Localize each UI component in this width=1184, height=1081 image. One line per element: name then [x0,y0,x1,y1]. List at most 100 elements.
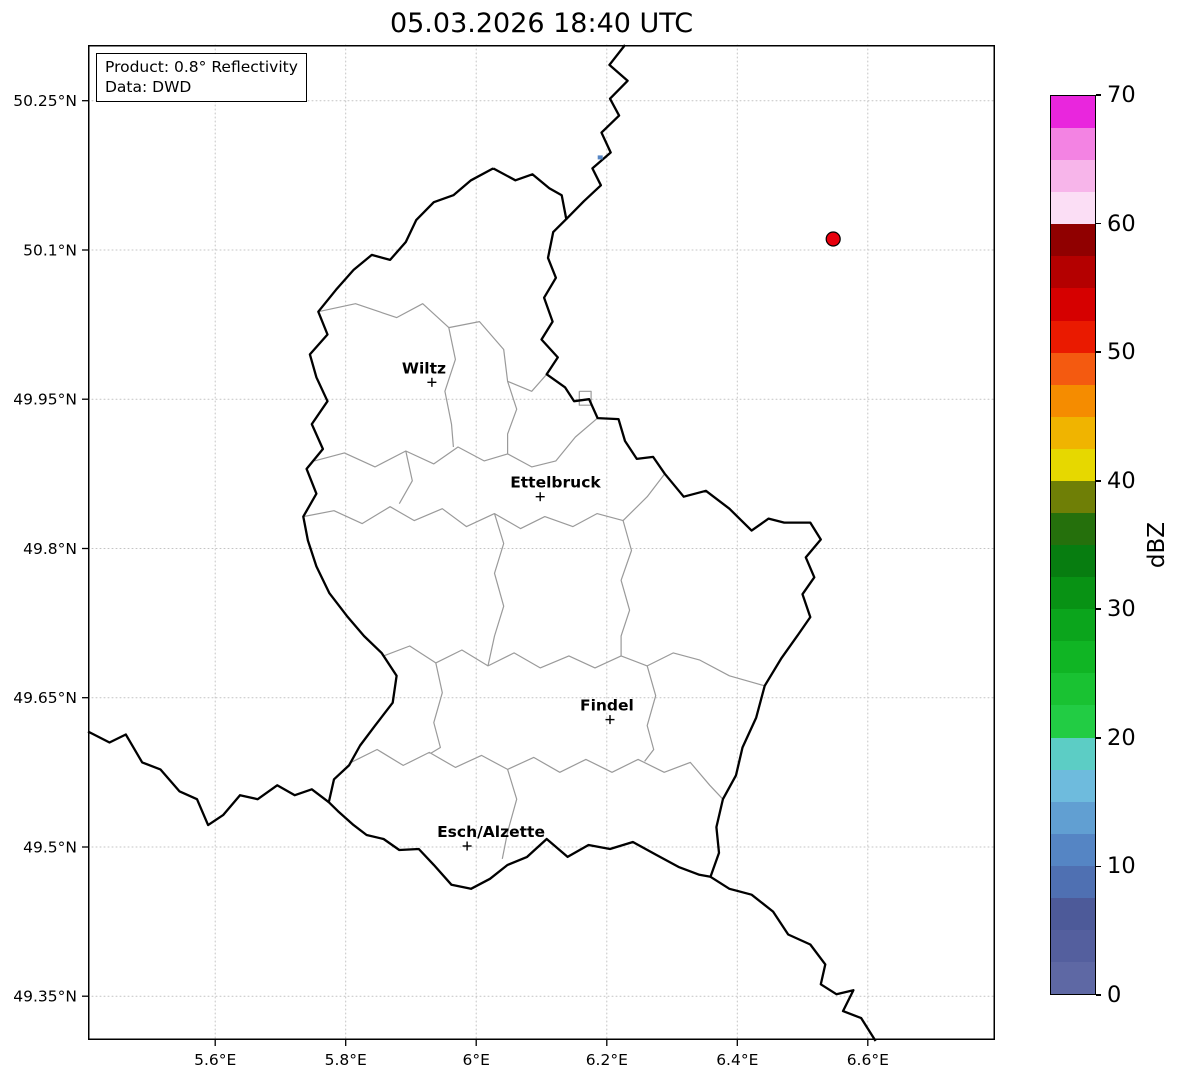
district-border-path [487,513,505,667]
colorbar-segment [1051,320,1095,353]
grid-lines [87,44,996,1041]
district-border-path [303,473,666,530]
city-label: Esch/Alzette [437,823,545,841]
lat-tick-label: 49.8°N [23,540,77,558]
radar-site [825,231,841,247]
lon-tick-label: 6.2°E [586,1051,628,1069]
colorbar-segment [1051,224,1095,257]
district-border-path [444,327,456,448]
colorbar-segment [1051,930,1095,963]
colorbar-segment [1051,288,1095,321]
district-borders [303,303,765,860]
colorbar-segment [1051,416,1095,449]
colorbar-segment [1051,769,1095,802]
colorbar-tick [1096,351,1101,353]
colorbar-tick-label: 50 [1107,339,1136,366]
lon-tick-label: 5.6°E [194,1051,236,1069]
product-info-box: Product: 0.8° Reflectivity Data: DWD [96,53,307,103]
country-borders [87,44,877,1042]
colorbar-segment [1051,641,1095,674]
district-border-path [501,769,518,860]
district-border-path [644,665,657,762]
city-marker: Ettelbruck [510,474,601,502]
map-plot: 5.6°E 5.8°E 6°E 6.2°E 6.4°E 6.6°E 50.25°N 50.1°… [13,44,996,1069]
colorbar-unit-label: dBZ [1144,521,1170,569]
colorbar-tick-label: 0 [1107,982,1122,1008]
colorbar-segment [1051,737,1095,770]
lat-tick-label: 50.25°N [13,92,77,110]
city-markers: Wiltz Ettelbruck Findel Esch/Alzette [402,359,634,851]
colorbar-segment [1051,128,1095,161]
colorbar-segment [1051,384,1095,417]
country-border-path [302,167,822,890]
colorbar-segment [1051,160,1095,193]
lat-tick-label: 49.35°N [13,988,77,1006]
colorbar-segment [1051,545,1095,578]
colorbar-segment [1051,256,1095,289]
colorbar-segment [1051,897,1095,931]
radar-echoes [597,155,603,160]
lat-tick-label: 49.65°N [13,689,77,707]
colorbar-tick-label: 10 [1107,853,1136,880]
lon-tick-label: 6.6°E [847,1051,889,1069]
colorbar-segment [1051,801,1095,834]
colorbar-segment [1051,865,1095,898]
city-marker: Esch/Alzette [437,823,545,851]
country-border-path [565,44,629,220]
plot-frame [88,45,995,1040]
district-border-path [507,381,518,454]
colorbar-tick [1096,222,1101,225]
district-border-path [398,450,413,504]
colorbar-tick [1096,608,1101,611]
lat-tick-label: 50.1°N [23,242,77,260]
colorbar-segment [1051,833,1095,866]
axis-ticks [82,100,869,1046]
colorbar-segment [1051,673,1095,706]
city-label: Wiltz [402,359,446,377]
product-line: Product: 0.8° Reflectivity [105,58,298,76]
colorbar-tick-label: 30 [1107,596,1136,623]
district-border-path [318,303,548,392]
district-border-path [383,645,765,687]
country-border-path [87,730,330,827]
colorbar-tick-label: 70 [1107,82,1136,108]
colorbar-segment [1051,513,1095,546]
colorbar-tick-label: 20 [1107,724,1136,751]
colorbar-area: 0 10 20 30 40 50 60 70 [1050,82,1184,1008]
figure-title: 05.03.2026 18:40 UTC [389,8,694,39]
colorbar-segment [1051,962,1095,995]
city-label: Findel [580,697,634,715]
colorbar-segment [1051,705,1095,738]
colorbar-tick [1096,737,1101,739]
colorbar-segment [1051,96,1095,129]
district-border-path [430,662,443,754]
lon-tick-label: 6°E [462,1051,489,1069]
colorbar-tick-label: 60 [1107,210,1136,237]
colorbar-tick [1096,479,1101,482]
lon-tick-label: 6.4°E [716,1051,758,1069]
colorbar-tick [1096,994,1101,996]
colorbar-segment [1051,192,1095,225]
city-marker: Wiltz [402,359,446,387]
colorbar [1050,95,1096,995]
radar-echo [597,155,603,160]
colorbar-tick [1096,94,1101,96]
map-canvas: 5.6°E 5.8°E 6°E 6.2°E 6.4°E 6.6°E 50.25°N 50.1°… [13,44,996,1069]
colorbar-tick-label: 40 [1107,467,1136,494]
axis-tick-labels: 5.6°E 5.8°E 6°E 6.2°E 6.4°E 6.6°E 50.25°N 50.1°… [13,92,889,1069]
district-border-path [350,748,724,800]
district-border-path [620,520,633,656]
colorbar-segment [1051,448,1095,481]
colorbar-segment [1051,480,1095,514]
district-border-path [314,417,598,468]
lat-tick-label: 49.5°N [23,839,77,857]
city-label: Ettelbruck [510,474,601,492]
colorbar-tick [1096,865,1101,868]
city-marker: Findel [580,697,634,725]
lon-tick-label: 5.8°E [325,1051,367,1069]
country-border-path [709,875,877,1042]
colorbar-segment [1051,577,1095,610]
colorbar-segment [1051,352,1095,385]
lat-tick-label: 49.95°N [13,391,77,409]
